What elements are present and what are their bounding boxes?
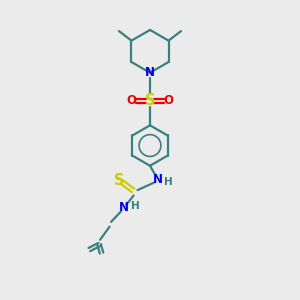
Text: S: S bbox=[145, 94, 155, 109]
Text: N: N bbox=[145, 66, 155, 79]
Text: N: N bbox=[152, 172, 162, 186]
Text: S: S bbox=[114, 172, 125, 188]
Text: H: H bbox=[131, 202, 140, 212]
Text: N: N bbox=[119, 202, 129, 214]
Text: O: O bbox=[127, 94, 136, 107]
Text: H: H bbox=[164, 177, 173, 187]
Text: O: O bbox=[164, 94, 173, 107]
